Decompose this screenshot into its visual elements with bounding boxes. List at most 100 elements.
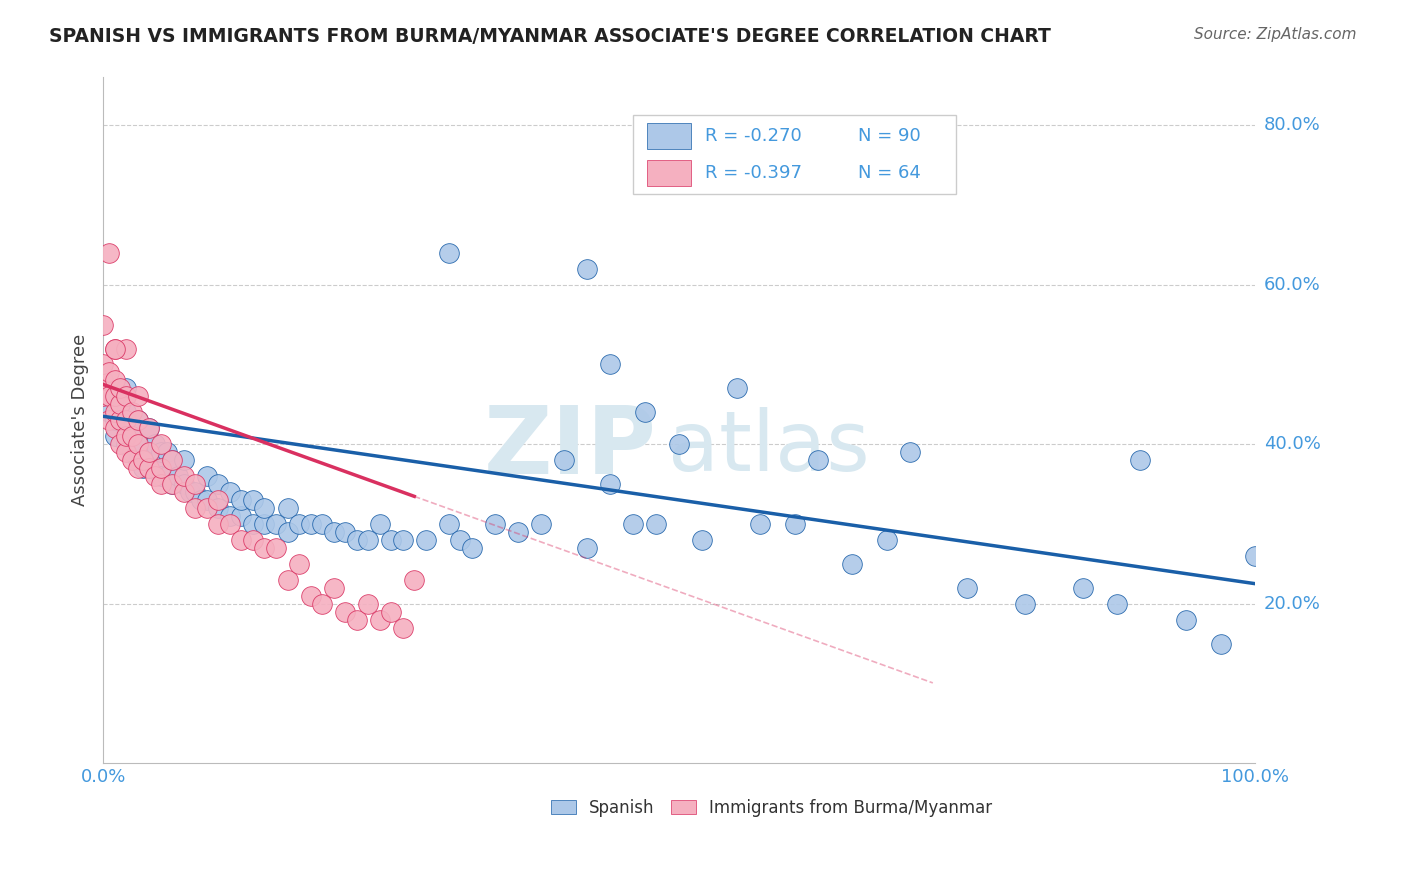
Point (404, 573, 426, 587)
Point (219, 516, 242, 531)
Point (253, 516, 276, 531)
Point (132, 461, 155, 475)
Point (97, 413, 120, 427)
Point (104, 389, 127, 403)
Bar (647, 160, 690, 186)
Text: Source: ZipAtlas.com: Source: ZipAtlas.com (1194, 27, 1357, 42)
Point (841, 557, 863, 571)
Point (149, 477, 172, 491)
Point (749, 516, 772, 531)
Point (143, 437, 166, 451)
Point (195, 500, 218, 515)
Point (207, 500, 229, 515)
Point (437, 516, 460, 531)
Point (110, 397, 132, 411)
Point (149, 445, 172, 459)
Point (115, 413, 138, 427)
Point (1107, 597, 1129, 611)
Point (121, 453, 143, 467)
Point (97, 366, 120, 380)
Point (1244, 549, 1267, 563)
Point (668, 437, 690, 451)
Point (104, 405, 127, 419)
Point (127, 461, 149, 475)
Text: N = 64: N = 64 (858, 164, 921, 182)
Point (449, 533, 471, 547)
Point (127, 413, 149, 427)
Text: atlas: atlas (668, 408, 869, 488)
Text: N = 90: N = 90 (858, 128, 921, 145)
Point (149, 469, 172, 483)
Text: 80.0%: 80.0% (1264, 116, 1320, 135)
Text: 60.0%: 60.0% (1264, 276, 1320, 293)
Point (876, 533, 898, 547)
Point (104, 342, 127, 356)
Point (264, 541, 287, 555)
Point (553, 453, 575, 467)
Point (91, 373, 114, 387)
Point (231, 533, 253, 547)
Point (264, 516, 287, 531)
Point (121, 445, 143, 459)
Point (322, 524, 344, 539)
Point (311, 597, 333, 611)
Point (288, 557, 311, 571)
Point (599, 477, 621, 491)
Point (634, 405, 657, 419)
Point (253, 500, 276, 515)
Legend: Spanish, Immigrants from Burma/Myanmar: Spanish, Immigrants from Burma/Myanmar (544, 792, 1000, 823)
Point (807, 453, 830, 467)
Point (91, 318, 114, 332)
Point (121, 405, 143, 419)
Point (115, 429, 138, 443)
Point (110, 413, 132, 427)
Point (184, 500, 207, 515)
Text: 40.0%: 40.0% (1264, 435, 1320, 453)
Point (149, 461, 172, 475)
Point (104, 429, 127, 443)
FancyBboxPatch shape (633, 115, 956, 194)
Point (184, 477, 207, 491)
Point (143, 461, 166, 475)
Point (195, 469, 218, 483)
Point (190, 493, 212, 508)
Point (138, 421, 160, 435)
Point (357, 597, 380, 611)
Point (138, 461, 160, 475)
Point (299, 516, 322, 531)
Text: R = -0.270: R = -0.270 (704, 128, 801, 145)
Point (132, 453, 155, 467)
Point (242, 493, 264, 508)
Point (231, 493, 253, 508)
Point (184, 485, 207, 500)
Point (437, 245, 460, 260)
Point (132, 437, 155, 451)
Point (179, 485, 201, 500)
Point (121, 429, 143, 443)
Point (346, 533, 368, 547)
Point (207, 477, 229, 491)
Point (195, 493, 218, 508)
Point (276, 573, 298, 587)
Point (276, 524, 298, 539)
Point (115, 437, 138, 451)
Text: SPANISH VS IMMIGRANTS FROM BURMA/MYANMAR ASSOCIATE'S DEGREE CORRELATION CHART: SPANISH VS IMMIGRANTS FROM BURMA/MYANMAR… (49, 27, 1052, 45)
Point (599, 358, 621, 372)
Point (1209, 636, 1232, 650)
Y-axis label: Associate's Degree: Associate's Degree (72, 334, 89, 507)
Point (380, 605, 402, 619)
Text: ZIP: ZIP (484, 401, 657, 493)
Point (415, 533, 437, 547)
Point (1071, 581, 1094, 595)
Point (104, 421, 127, 435)
Point (231, 508, 253, 523)
Point (138, 461, 160, 475)
Point (162, 453, 184, 467)
Point (110, 381, 132, 395)
Point (162, 477, 184, 491)
Point (149, 437, 172, 451)
Point (219, 485, 242, 500)
Point (1014, 597, 1036, 611)
Point (276, 500, 298, 515)
Point (898, 445, 921, 459)
